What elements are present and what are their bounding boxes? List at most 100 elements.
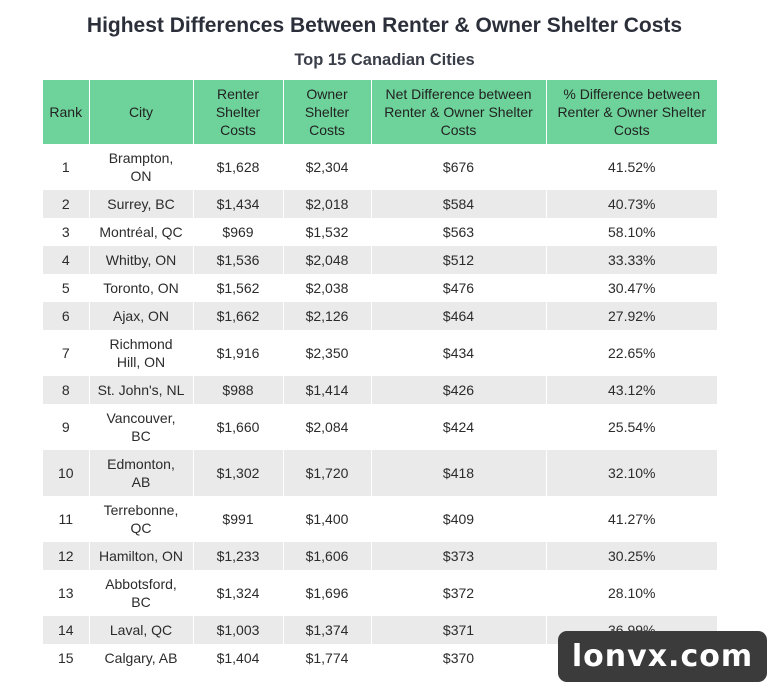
cell-renter-costs: $991 [193, 496, 284, 542]
cell-rank: 3 [43, 218, 90, 246]
cell-net-difference: $476 [371, 274, 547, 302]
cell-owner-costs: $1,400 [283, 496, 372, 542]
column-header-owner-costs: Owner Shelter Costs [283, 80, 372, 144]
cell-net-difference: $464 [371, 302, 547, 330]
cell-owner-costs: $2,038 [283, 274, 372, 302]
table-body: 1 Brampton, ON $1,628 $2,304 $676 41.52% 2 Surr… [43, 144, 717, 672]
cell-net-difference: $434 [371, 330, 547, 376]
cell-percent-difference: 28.10% [608, 585, 656, 601]
cell-city: Terrebonne, QC [89, 496, 194, 542]
cell-net-difference: $512 [371, 246, 547, 274]
cell-net-difference: $424 [371, 404, 547, 450]
cell-percent-difference: 30.47% [608, 280, 656, 296]
cell-owner-costs: $1,774 [283, 644, 372, 672]
column-header-percent-difference: % Difference between Renter & Owner Shel… [546, 80, 717, 144]
cell-percent-difference: 33.33% [546, 246, 717, 274]
cell-renter-costs: $1,324 [193, 570, 284, 616]
cell-renter-costs: $1,302 [193, 450, 284, 496]
cell-owner-costs: $2,048 [283, 246, 372, 274]
table-row: 13 Abbotsford, BC $1,324 $1,696 $372 28.10% [43, 570, 717, 616]
cell-renter-costs: $1,536 [193, 246, 284, 274]
column-header-city: City [89, 80, 194, 144]
cell-renter-costs: $1,404 [193, 644, 284, 672]
table-row: 15 Calgary, AB $1,404 $1,774 $370 [43, 644, 717, 672]
cell-owner-costs: $2,304 [283, 144, 372, 190]
cell-net-difference: $370 [371, 644, 547, 672]
table-row: 11 Terrebonne, QC $991 $1,400 $409 41.27% [43, 496, 717, 542]
cell-net-difference: $409 [371, 496, 547, 542]
column-header-renter-costs: Renter Shelter Costs [193, 80, 284, 144]
table-row: 2 Surrey, BC $1,434 $2,018 $584 40.73% [43, 190, 717, 218]
cell-city: Vancouver, BC [89, 404, 194, 450]
table-row: 7 Richmond Hill, ON $1,916 $2,350 $434 22.65% [43, 330, 717, 376]
table-row: 9 Vancouver, BC $1,660 $2,084 $424 25.54% [43, 404, 717, 450]
cell-rank: 14 [43, 616, 90, 644]
header-row: Rank City Renter Shelter Costs Owner She… [43, 80, 717, 144]
watermark-logo: lonvx.com [558, 631, 767, 682]
column-header-net-difference: Net Difference between Renter & Owner Sh… [371, 80, 547, 144]
table-row: 5 Toronto, ON $1,562 $2,038 $476 30.47% [43, 274, 717, 302]
cell-owner-costs: $1,720 [283, 450, 372, 496]
cell-owner-costs: $2,126 [283, 302, 372, 330]
cell-renter-costs: $1,003 [193, 616, 284, 644]
cell-renter-costs: $1,916 [193, 330, 284, 376]
cell-owner-costs: $2,350 [283, 330, 372, 376]
cell-renter-costs: $1,434 [193, 190, 284, 218]
cell-rank: 12 [43, 542, 90, 570]
cell-net-difference: $371 [371, 616, 547, 644]
cell-rank: 8 [43, 376, 90, 404]
cell-rank: 5 [43, 274, 90, 302]
cell-renter-costs: $1,628 [193, 144, 284, 190]
cell-owner-costs: $2,018 [283, 190, 372, 218]
cell-city: Whitby, ON [89, 246, 194, 274]
cell-rank: 7 [43, 330, 90, 376]
cell-city: Hamilton, ON [89, 542, 194, 570]
table-row: 12 Hamilton, ON $1,233 $1,606 $373 30.25% [43, 542, 717, 570]
table-row: 4 Whitby, ON $1,536 $2,048 $512 33.33% [43, 246, 717, 274]
cell-percent-difference: 25.54% [608, 419, 656, 435]
cell-net-difference: $584 [371, 190, 547, 218]
cell-owner-costs: $1,374 [283, 616, 372, 644]
table-row: 1 Brampton, ON $1,628 $2,304 $676 41.52% [43, 144, 717, 190]
cell-percent-difference: 30.25% [546, 542, 717, 570]
cell-net-difference: $372 [371, 570, 547, 616]
cell-renter-costs: $1,660 [193, 404, 284, 450]
cell-owner-costs: $1,532 [283, 218, 372, 246]
cell-city: Abbotsford, BC [89, 570, 194, 616]
cell-percent-difference: 32.10% [546, 450, 717, 496]
cell-city: Edmonton, AB [89, 450, 194, 496]
cell-percent-difference: 22.65% [608, 345, 656, 361]
cell-city: Montréal, QC [89, 218, 194, 246]
cell-percent-difference: 43.12% [546, 376, 717, 404]
cell-percent-difference: 58.10% [608, 224, 656, 240]
cell-percent-difference: 40.73% [546, 190, 717, 218]
cell-city: Calgary, AB [89, 644, 194, 672]
cell-rank: 10 [43, 450, 90, 496]
cell-owner-costs: $2,084 [283, 404, 372, 450]
cell-renter-costs: $1,233 [193, 542, 284, 570]
cell-rank: 6 [43, 302, 90, 330]
cell-city: Brampton, ON [89, 144, 194, 190]
cell-renter-costs: $969 [193, 218, 284, 246]
cell-city: Surrey, BC [89, 190, 194, 218]
cell-percent-difference: 41.52% [608, 159, 656, 175]
watermark-text: lonvx.com [571, 639, 754, 674]
cell-renter-costs: $1,562 [193, 274, 284, 302]
cell-rank: 13 [43, 570, 90, 616]
column-header-rank: Rank [43, 80, 90, 144]
table-row: 10 Edmonton, AB $1,302 $1,720 $418 32.10% [43, 450, 717, 496]
data-table: Rank City Renter Shelter Costs Owner She… [43, 80, 717, 672]
cell-percent-difference: 41.27% [608, 511, 656, 527]
cell-city: Ajax, ON [89, 302, 194, 330]
cell-rank: 2 [43, 190, 90, 218]
cell-net-difference: $426 [371, 376, 547, 404]
cell-city: Toronto, ON [89, 274, 194, 302]
cell-city: Laval, QC [89, 616, 194, 644]
cell-rank: 4 [43, 246, 90, 274]
cell-city: St. John's, NL [89, 376, 194, 404]
cell-net-difference: $563 [371, 218, 547, 246]
cell-owner-costs: $1,606 [283, 542, 372, 570]
cell-net-difference: $373 [371, 542, 547, 570]
cell-rank: 15 [43, 644, 90, 672]
table-row: 8 St. John's, NL $988 $1,414 $426 43.12% [43, 376, 717, 404]
